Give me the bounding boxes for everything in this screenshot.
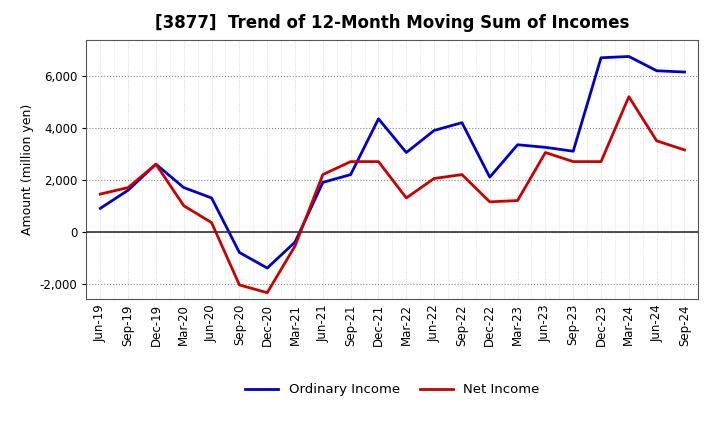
Ordinary Income bbox=[235, 250, 243, 255]
Net Income bbox=[513, 198, 522, 203]
Ordinary Income bbox=[652, 68, 661, 73]
Ordinary Income bbox=[96, 205, 104, 211]
Ordinary Income bbox=[513, 142, 522, 147]
Net Income bbox=[318, 172, 327, 177]
Ordinary Income bbox=[624, 54, 633, 59]
Ordinary Income bbox=[541, 145, 550, 150]
Ordinary Income bbox=[430, 128, 438, 133]
Net Income bbox=[597, 159, 606, 164]
Ordinary Income bbox=[458, 120, 467, 125]
Ordinary Income bbox=[291, 239, 300, 245]
Net Income bbox=[485, 199, 494, 205]
Ordinary Income bbox=[152, 161, 161, 167]
Ordinary Income bbox=[263, 265, 271, 271]
Ordinary Income bbox=[374, 116, 383, 121]
Net Income bbox=[235, 282, 243, 288]
Net Income bbox=[96, 191, 104, 197]
Line: Ordinary Income: Ordinary Income bbox=[100, 56, 685, 268]
Line: Net Income: Net Income bbox=[100, 97, 685, 293]
Ordinary Income bbox=[569, 149, 577, 154]
Net Income bbox=[179, 203, 188, 209]
Net Income bbox=[291, 243, 300, 249]
Ordinary Income bbox=[680, 70, 689, 75]
Net Income bbox=[624, 94, 633, 99]
Net Income bbox=[458, 172, 467, 177]
Net Income bbox=[263, 290, 271, 295]
Net Income bbox=[207, 220, 216, 225]
Ordinary Income bbox=[597, 55, 606, 60]
Ordinary Income bbox=[402, 150, 410, 155]
Ordinary Income bbox=[318, 180, 327, 185]
Net Income bbox=[346, 159, 355, 164]
Net Income bbox=[124, 185, 132, 190]
Legend: Ordinary Income, Net Income: Ordinary Income, Net Income bbox=[240, 378, 545, 402]
Net Income bbox=[680, 147, 689, 153]
Ordinary Income bbox=[124, 187, 132, 193]
Ordinary Income bbox=[179, 185, 188, 190]
Net Income bbox=[152, 161, 161, 167]
Net Income bbox=[569, 159, 577, 164]
Title: [3877]  Trend of 12-Month Moving Sum of Incomes: [3877] Trend of 12-Month Moving Sum of I… bbox=[156, 15, 629, 33]
Ordinary Income bbox=[346, 172, 355, 177]
Y-axis label: Amount (million yen): Amount (million yen) bbox=[21, 104, 34, 235]
Ordinary Income bbox=[207, 195, 216, 201]
Net Income bbox=[402, 195, 410, 201]
Net Income bbox=[430, 176, 438, 181]
Net Income bbox=[541, 150, 550, 155]
Net Income bbox=[652, 138, 661, 143]
Ordinary Income bbox=[485, 175, 494, 180]
Net Income bbox=[374, 159, 383, 164]
